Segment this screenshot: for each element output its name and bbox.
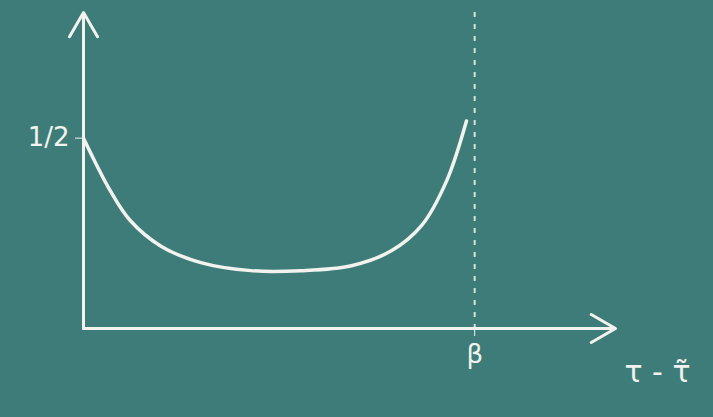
svg-text:1/2: 1/2: [28, 122, 70, 152]
svg-text:β: β: [466, 339, 483, 369]
svg-text:τ - τ̃: τ - τ̃: [624, 354, 690, 389]
